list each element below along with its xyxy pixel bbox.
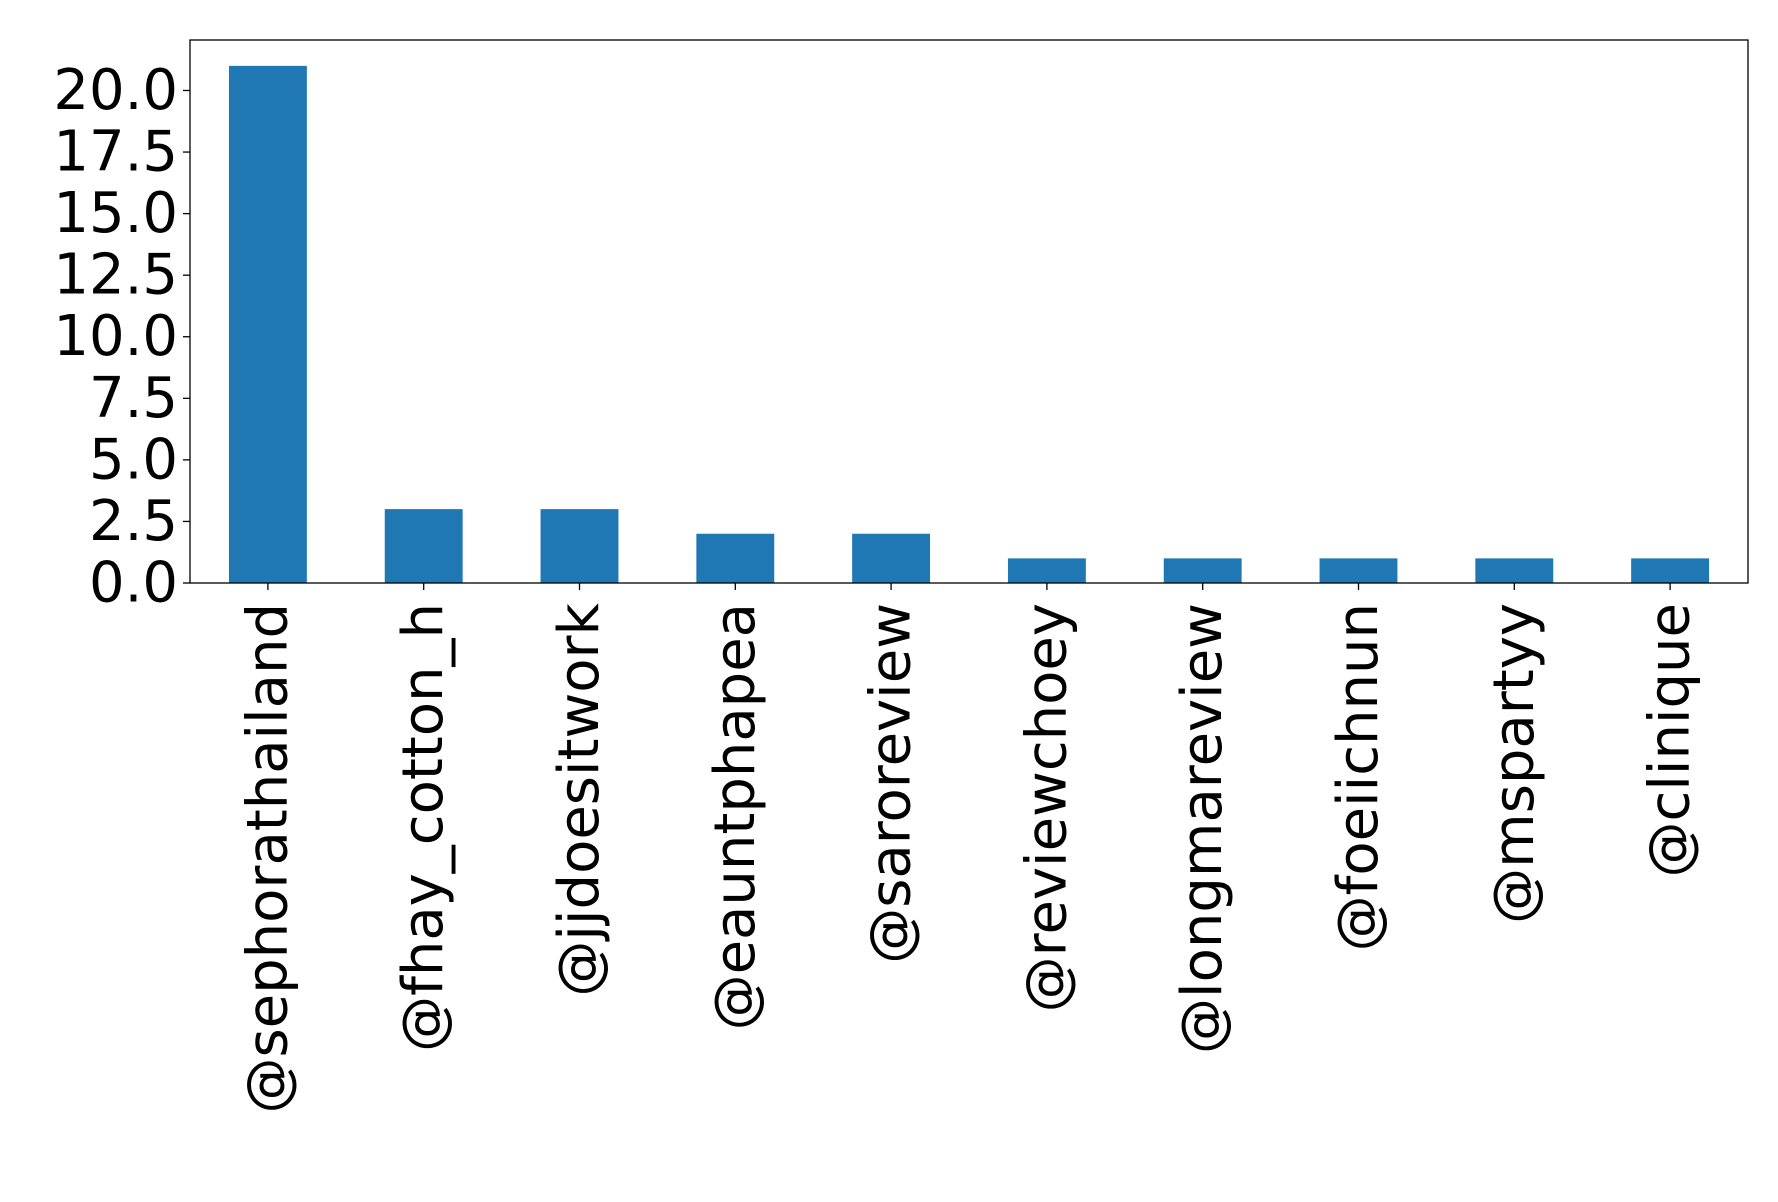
x-axis: @sephorathailand @fhay_cotton_h @jjdoesitw… (235, 583, 1703, 1114)
x-tick-label-clinique: @clinique (1638, 603, 1703, 877)
bar-reviewchoey (1007, 558, 1086, 583)
y-tick-label: 12.5 (53, 243, 178, 308)
y-axis: 0.02.55.07.510.012.515.017.520.0 (53, 58, 190, 616)
bar-fhay-cotton-h (384, 509, 463, 583)
plot-frame (189, 39, 1749, 584)
bars-layer (228, 65, 1710, 584)
y-tick-label: 15.0 (53, 181, 178, 246)
x-tick-label-eauntphapea: @eauntphapea (703, 603, 768, 1030)
x-tick-label-mspartyy: @mspartyy (1482, 603, 1547, 924)
y-tick-label: 7.5 (89, 366, 178, 431)
x-tick-label-foeiichnun: @foeiichnun (1326, 603, 1391, 951)
y-tick-label: 10.0 (53, 304, 178, 369)
x-tick-label-longmareview: @longmareview (1170, 603, 1235, 1054)
y-tick-label: 0.0 (89, 551, 178, 616)
y-tick-label: 5.0 (89, 427, 178, 492)
bar-clinique (1631, 558, 1710, 583)
x-tick-label-jjdoesitwork: @jjdoesitwork (547, 602, 612, 996)
x-tick-label-sephorathailand: @sephorathailand (235, 603, 300, 1114)
x-tick-label-saroreview: @saroreview (859, 603, 924, 964)
x-tick-label-reviewchoey: @reviewchoey (1014, 603, 1079, 1012)
bar-eauntphapea (696, 533, 775, 583)
bar-sephorathailand (228, 65, 307, 584)
x-tick-label-fhay-cotton-h: @fhay_cotton_h (391, 603, 456, 1052)
y-tick-label: 20.0 (53, 58, 178, 123)
bar-foeiichnun (1319, 558, 1398, 583)
bar-jjdoesitwork (540, 509, 619, 583)
y-tick-label: 2.5 (89, 489, 178, 554)
y-tick-label: 17.5 (53, 120, 178, 185)
bar-longmareview (1163, 558, 1242, 583)
bar-mspartyy (1475, 558, 1554, 583)
bar-saroreview (852, 533, 931, 583)
